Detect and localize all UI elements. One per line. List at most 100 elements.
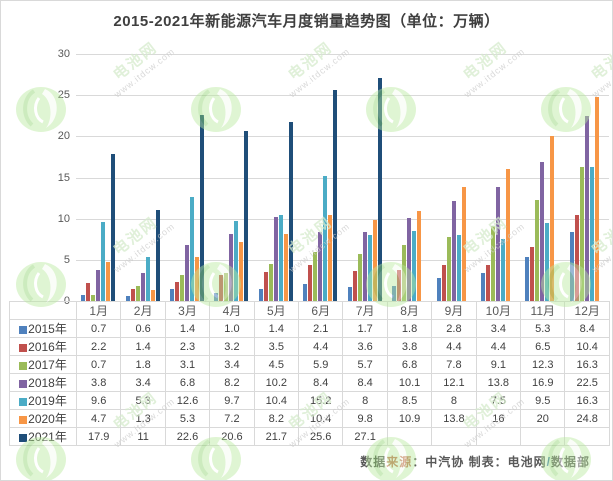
footer-segment-4: 数据部 [550, 455, 590, 469]
bar-group-5月 [254, 54, 298, 301]
bar-2019年-9月 [456, 235, 461, 301]
bar-2021年-1月 [111, 153, 116, 301]
value-cell-2019年-7月: 8 [342, 391, 388, 410]
bar-group-6月 [298, 54, 342, 301]
value-cell-2021年-8月 [386, 427, 433, 446]
table-row-2017年: 2017年 0.7 1.8 3.1 3.4 4.5 5.9 5.7 6.8 7.8 9.1 12.3 1… [9, 355, 610, 374]
value-cell-2019年-8月: 8.5 [386, 391, 433, 410]
bar-2017年-3月 [180, 275, 185, 301]
table-row-2020年: 2020年 4.7 1.3 5.3 7.2 8.2 10.4 9.8 10.9 13.8 16 20 2… [9, 409, 610, 428]
bar-2019年-8月 [412, 231, 417, 301]
value-cell-2019年-4月: 9.7 [209, 391, 255, 410]
value-cell-2016年-6月: 4.4 [298, 337, 344, 356]
bar-2021年-2月 [155, 210, 160, 301]
bar-2015年-3月 [170, 289, 175, 301]
value-cell-2017年-5月: 4.5 [253, 355, 300, 374]
legend-label-2016年: 2016年 [9, 337, 77, 356]
legend-swatch-2019年 [19, 398, 28, 406]
bar-2017年-8月 [402, 245, 407, 301]
value-cell-2015年-4月: 1.0 [209, 319, 255, 338]
value-cell-2017年-11月: 12.3 [520, 355, 566, 374]
bar-2020年-8月 [417, 211, 422, 301]
value-cell-2021年-3月: 22.6 [164, 427, 211, 446]
bar-2016年-12月 [574, 215, 579, 301]
value-cell-2016年-10月: 4.4 [475, 337, 522, 356]
bar-2016年-10月 [486, 264, 490, 301]
bar-group-7月 [343, 54, 387, 301]
value-cell-2021年-11月 [520, 427, 566, 446]
month-header-10月: 10月 [475, 301, 522, 320]
source-credit: 数据来源：中汽协 制表：电池网/数据部 [360, 453, 590, 470]
bar-2020年-2月 [150, 290, 155, 301]
bar-2020年-1月 [106, 262, 111, 301]
month-header-8月: 8月 [386, 301, 433, 320]
value-cell-2019年-9月: 8 [431, 391, 477, 410]
value-cell-2018年-2月: 3.4 [120, 373, 166, 392]
bar-2016年-2月 [130, 289, 135, 301]
month-header-11月: 11月 [520, 301, 566, 320]
y-axis-tick-15: 15 [57, 171, 70, 184]
value-cell-2015年-10月: 3.4 [475, 319, 522, 338]
bar-2017年-1月 [91, 295, 96, 301]
bar-2019年-11月 [545, 222, 550, 301]
footer-segment-3: / [546, 455, 551, 469]
table-row-2018年: 2018年 3.8 3.4 6.8 8.2 10.2 8.4 8.4 10.1 12.1 13.8 1… [9, 373, 610, 392]
value-cell-2020年-1月: 4.7 [75, 409, 122, 428]
value-cell-2017年-12月: 16.3 [564, 355, 610, 374]
value-cell-2019年-10月: 7.5 [475, 391, 522, 410]
bar-2019年-7月 [367, 235, 372, 301]
bar-2018年-10月 [496, 187, 500, 301]
y-axis-tick-10: 10 [57, 212, 70, 225]
bar-2017年-10月 [491, 226, 495, 301]
bar-groups [76, 54, 609, 301]
table-row-2015年: 2015年 0.7 0.6 1.4 1.0 1.4 2.1 1.7 1.8 2.8 3.4 5.3 8.… [9, 319, 610, 338]
bar-2015年-4月 [214, 292, 219, 301]
month-header-7月: 7月 [342, 301, 388, 320]
value-cell-2021年-9月 [431, 427, 477, 446]
bar-2017年-9月 [446, 236, 451, 301]
value-cell-2021年-4月: 20.6 [209, 427, 255, 446]
table-row-2019年: 2019年 9.6 5.3 12.6 9.7 10.4 15.2 8 8.5 8 7.5 9.5 16.… [9, 391, 610, 410]
value-cell-2018年-4月: 8.2 [209, 373, 255, 392]
footer-segment-1: 来源 [386, 455, 413, 469]
value-cell-2021年-12月 [564, 427, 610, 446]
legend-swatch-2021年 [19, 434, 28, 442]
bar-group-9月 [431, 54, 475, 301]
bar-2017年-4月 [224, 273, 229, 301]
value-cell-2019年-12月: 16.3 [564, 391, 610, 410]
bar-group-3月 [165, 54, 209, 301]
legend-label-2019年: 2019年 [9, 391, 77, 410]
table-row-2016年: 2016年 2.2 1.4 2.3 3.2 3.5 4.4 3.6 3.8 4.4 4.4 6.5 10… [9, 337, 610, 356]
legend-swatch-2015年 [19, 326, 28, 334]
bar-2020年-9月 [461, 187, 466, 301]
legend-swatch-2017年 [19, 362, 28, 370]
bar-2018年-12月 [584, 115, 589, 301]
bar-group-2月 [120, 54, 164, 301]
value-cell-2016年-1月: 2.2 [75, 337, 122, 356]
value-cell-2017年-4月: 3.4 [209, 355, 255, 374]
value-cell-2016年-5月: 3.5 [253, 337, 300, 356]
month-header-2月: 2月 [120, 301, 166, 320]
bar-group-1月 [76, 54, 120, 301]
bar-2015年-11月 [525, 257, 530, 301]
bar-2015年-8月 [392, 286, 397, 301]
value-cell-2016年-4月: 3.2 [209, 337, 255, 356]
legend-label-2017年: 2017年 [9, 355, 77, 374]
value-cell-2020年-11月: 20 [520, 409, 566, 428]
value-cell-2017年-1月: 0.7 [75, 355, 122, 374]
bar-2020年-4月 [239, 241, 244, 301]
bar-2020年-7月 [372, 220, 377, 301]
bar-2018年-4月 [229, 233, 234, 301]
bar-2021年-6月 [333, 90, 338, 301]
bar-2015年-2月 [125, 296, 130, 301]
value-cell-2017年-9月: 7.8 [431, 355, 477, 374]
value-cell-2015年-1月: 0.7 [75, 319, 122, 338]
value-cell-2017年-10月: 9.1 [475, 355, 522, 374]
bar-2016年-4月 [219, 274, 224, 301]
legend-label-2015年: 2015年 [9, 319, 77, 338]
value-cell-2018年-11月: 16.9 [520, 373, 566, 392]
month-header-3月: 3月 [164, 301, 211, 320]
value-cell-2018年-6月: 8.4 [298, 373, 344, 392]
value-cell-2015年-3月: 1.4 [164, 319, 211, 338]
